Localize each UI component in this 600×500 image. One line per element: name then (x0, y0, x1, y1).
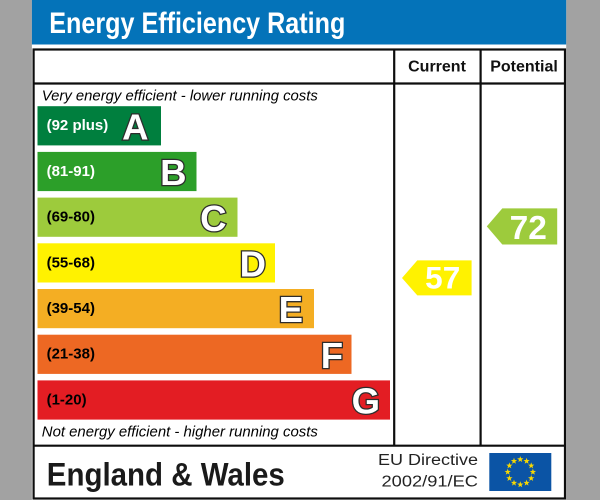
svg-text:(81-91): (81-91) (47, 163, 95, 180)
svg-text:72: 72 (510, 210, 547, 247)
svg-text:B: B (160, 152, 186, 193)
svg-text:Potential: Potential (490, 59, 558, 76)
svg-text:(21-38): (21-38) (47, 346, 95, 363)
svg-text:(69-80): (69-80) (47, 209, 95, 226)
svg-text:(55-68): (55-68) (47, 254, 95, 271)
svg-text:England & Wales: England & Wales (47, 456, 285, 492)
svg-text:(92 plus): (92 plus) (47, 117, 109, 134)
svg-text:(39-54): (39-54) (47, 300, 95, 317)
svg-text:A: A (122, 106, 148, 147)
svg-text:D: D (240, 244, 266, 285)
svg-text:C: C (200, 198, 226, 239)
svg-text:G: G (352, 381, 380, 422)
svg-text:Very energy efficient - lower: Very energy efficient - lower running co… (42, 87, 318, 104)
svg-text:F: F (321, 335, 343, 376)
svg-text:Not energy efficient - higher: Not energy efficient - higher running co… (42, 424, 318, 441)
svg-text:Current: Current (408, 59, 466, 76)
svg-text:(1-20): (1-20) (47, 391, 87, 408)
svg-text:2002/91/EC: 2002/91/EC (382, 474, 479, 491)
svg-text:Energy Efficiency Rating: Energy Efficiency Rating (49, 7, 345, 40)
svg-text:57: 57 (425, 260, 460, 296)
svg-text:EU Directive: EU Directive (378, 452, 478, 469)
svg-text:E: E (279, 289, 303, 330)
